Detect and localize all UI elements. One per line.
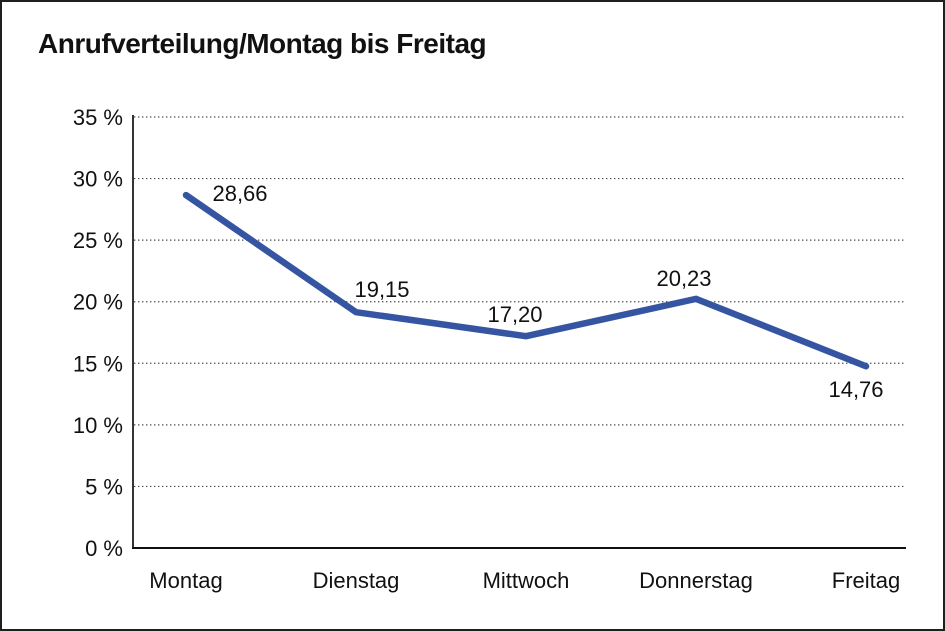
chart-title: Anrufverteilung/Montag bis Freitag	[38, 28, 487, 59]
y-tick-label: 5 %	[85, 474, 123, 499]
data-point-label: 14,76	[828, 377, 883, 402]
data-point-label: 17,20	[487, 302, 542, 327]
data-point-label: 28,66	[212, 181, 267, 206]
y-tick-label: 30 %	[73, 167, 123, 192]
data-point-label: 19,15	[354, 277, 409, 302]
x-category-label: Mittwoch	[483, 568, 570, 593]
x-category-label: Montag	[149, 568, 222, 593]
y-tick-label: 25 %	[73, 228, 123, 253]
y-tick-label: 10 %	[73, 413, 123, 438]
y-tick-label: 0 %	[85, 536, 123, 561]
x-category-label: Freitag	[832, 568, 900, 593]
y-tick-label: 15 %	[73, 351, 123, 376]
x-category-label: Dienstag	[313, 568, 400, 593]
data-line	[182, 191, 870, 370]
data-point-label: 20,23	[656, 266, 711, 291]
y-tick-label: 35 %	[73, 105, 123, 130]
x-category-label: Donnerstag	[639, 568, 753, 593]
y-tick-label: 20 %	[73, 290, 123, 315]
